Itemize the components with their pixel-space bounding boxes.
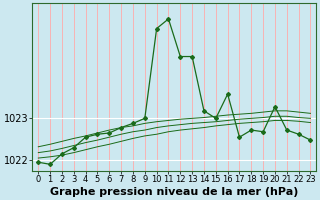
X-axis label: Graphe pression niveau de la mer (hPa): Graphe pression niveau de la mer (hPa) bbox=[50, 187, 299, 197]
